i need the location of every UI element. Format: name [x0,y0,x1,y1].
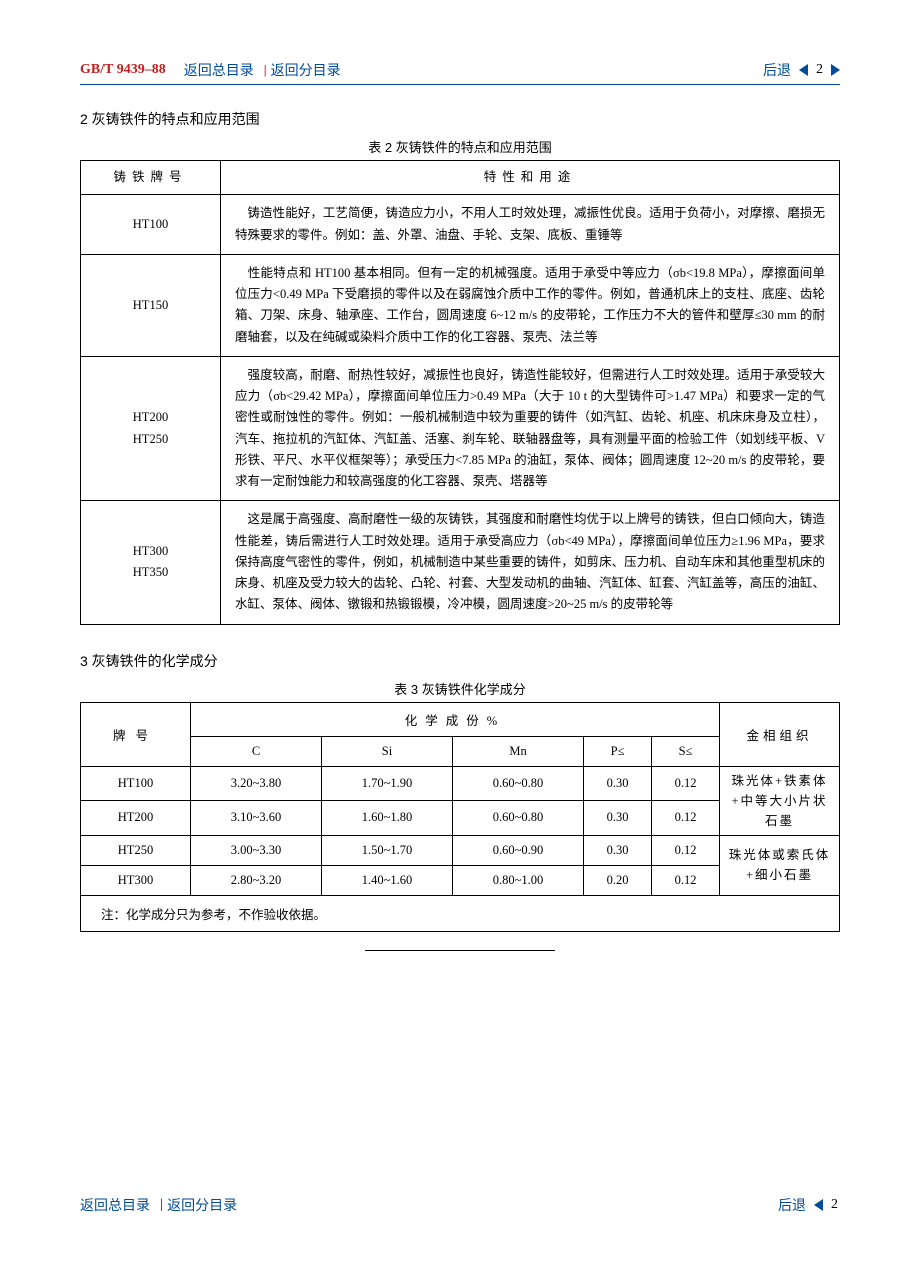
t3-S: 0.12 [652,801,720,836]
t3-S: 0.12 [652,865,720,895]
next-page-icon[interactable] [831,64,840,76]
t3-C: 3.20~3.80 [191,766,322,801]
t2-desc: 性能特点和 HT100 基本相同。但有一定的机械强度。适用于承受中等应力（σb<… [221,254,840,356]
t3-note: 注：化学成分只为参考，不作验收依据。 [81,895,840,931]
t3-S: 0.12 [652,766,720,801]
t3-metal1: 珠光体+铁素体+中等大小片状石墨 [720,766,840,835]
t3-Mn: 0.60~0.90 [453,835,584,865]
footer-page-number: 2 [831,1197,838,1213]
t3-Si: 1.40~1.60 [322,865,453,895]
t3-Si: 1.50~1.70 [322,835,453,865]
t3-Mn: 0.60~0.80 [453,766,584,801]
footer-prev-page-icon[interactable] [814,1199,823,1211]
t2-grade: HT150 [81,254,221,356]
section2-title: 2 灰铸铁件的特点和应用范围 [80,109,840,129]
t3-Mn: 0.80~1.00 [453,865,584,895]
t2-grade: HT200 HT250 [81,356,221,501]
t3-P: 0.30 [584,835,652,865]
link-sub-toc[interactable]: 返回分目录 [271,60,341,80]
t3-S: 0.12 [652,835,720,865]
table-row: HT300 HT350 这是属于高强度、高耐磨性一级的灰铸铁，其强度和耐磨性均优… [81,501,840,624]
doc-id: GB/T 9439–88 [80,62,166,78]
table-row: HT100 3.20~3.80 1.70~1.90 0.60~0.80 0.30… [81,766,840,801]
t3-grade: HT300 [81,865,191,895]
t3-h-S: S≤ [652,736,720,766]
end-rule [365,950,555,951]
t3-grade: HT100 [81,766,191,801]
footer-bar: 返回总目录 | 返回分目录 后退 2 [80,1195,840,1215]
t2-desc: 这是属于高强度、高耐磨性一级的灰铸铁，其强度和耐磨性均优于以上牌号的铸铁，但白口… [221,501,840,624]
t3-C: 2.80~3.20 [191,865,322,895]
t3-Si: 1.70~1.90 [322,766,453,801]
prev-page-icon[interactable] [799,64,808,76]
table-row: HT200 HT250 强度较高，耐磨、耐热性较好，减振性也良好，铸造性能较好，… [81,356,840,501]
t3-h-C: C [191,736,322,766]
footer-link-back[interactable]: 后退 [778,1195,806,1215]
table3-caption: 表 3 灰铸铁件化学成分 [80,679,840,698]
t2-h-desc: 特性和用途 [221,161,840,195]
t3-metal2: 珠光体或索氏体+细小石墨 [720,835,840,895]
t2-grade: HT300 HT350 [81,501,221,624]
t3-P: 0.20 [584,865,652,895]
header-bar: GB/T 9439–88 返回总目录 | 返回分目录 后退 2 [80,60,840,85]
t3-h-Mn: Mn [453,736,584,766]
t3-grade: HT250 [81,835,191,865]
footer-divider: | [160,1197,163,1213]
t3-h-Si: Si [322,736,453,766]
footer-link-main-toc[interactable]: 返回总目录 [80,1195,150,1215]
link-back[interactable]: 后退 [763,60,791,80]
nav-divider: | [264,62,267,78]
t3-grade: HT200 [81,801,191,836]
table-row: HT250 3.00~3.30 1.50~1.70 0.60~0.90 0.30… [81,835,840,865]
t2-desc: 强度较高，耐磨、耐热性较好，减振性也良好，铸造性能较好，但需进行人工时效处理。适… [221,356,840,501]
t3-C: 3.00~3.30 [191,835,322,865]
t3-P: 0.30 [584,766,652,801]
t3-h-P: P≤ [584,736,652,766]
t2-h-grade: 铸铁牌号 [81,161,221,195]
table-row: HT150 性能特点和 HT100 基本相同。但有一定的机械强度。适用于承受中等… [81,254,840,356]
t3-C: 3.10~3.60 [191,801,322,836]
footer-link-sub-toc[interactable]: 返回分目录 [167,1195,237,1215]
table-row: HT100 铸造性能好，工艺简便，铸造应力小，不用人工时效处理，减振性优良。适用… [81,195,840,255]
t3-Si: 1.60~1.80 [322,801,453,836]
t3-P: 0.30 [584,801,652,836]
page-number: 2 [816,62,823,78]
t3-h-chem: 化学成份% [191,702,720,736]
table3: 牌号 化学成份% 金相组织 C Si Mn P≤ S≤ HT100 3.20~3… [80,702,840,932]
table2-caption: 表 2 灰铸铁件的特点和应用范围 [80,137,840,156]
t2-grade: HT100 [81,195,221,255]
t2-desc: 铸造性能好，工艺简便，铸造应力小，不用人工时效处理，减振性优良。适用于负荷小，对… [221,195,840,255]
section3-title: 3 灰铸铁件的化学成分 [80,651,840,671]
table2: 铸铁牌号 特性和用途 HT100 铸造性能好，工艺简便，铸造应力小，不用人工时效… [80,160,840,625]
t3-Mn: 0.60~0.80 [453,801,584,836]
link-main-toc[interactable]: 返回总目录 [184,60,254,80]
t3-h-metal: 金相组织 [720,702,840,766]
t3-h-grade: 牌号 [81,702,191,766]
